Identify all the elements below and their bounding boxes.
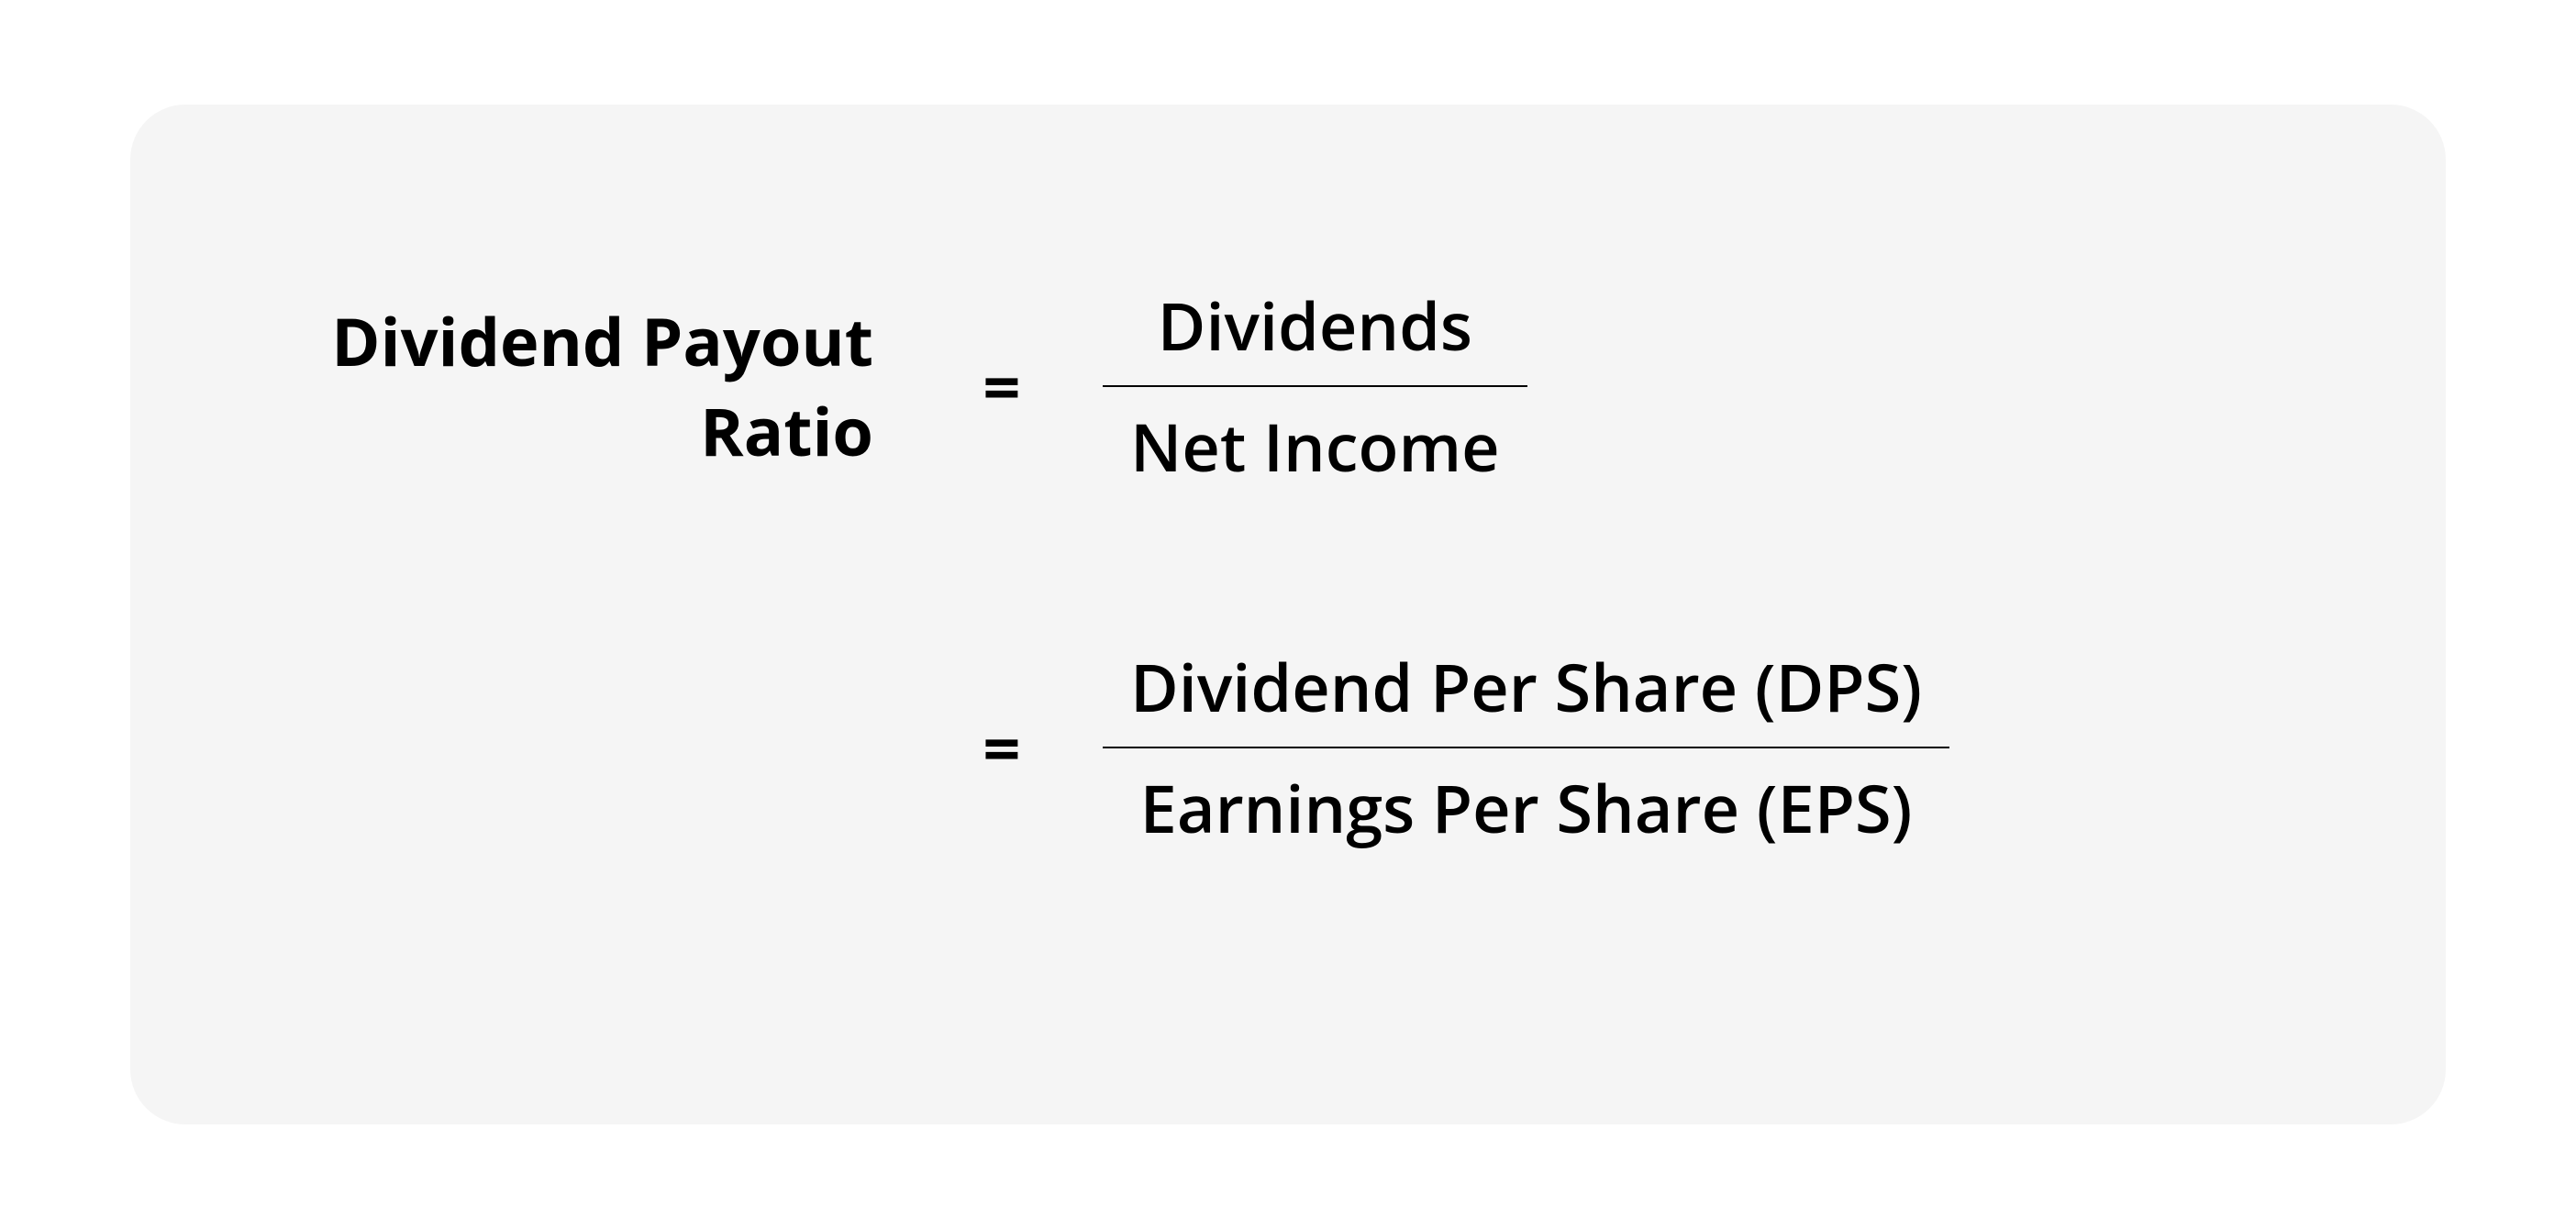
fraction-2-denominator: Earnings Per Share (EPS) <box>1113 752 1940 864</box>
formula-lhs-label: Dividend Payout Ratio <box>331 296 873 476</box>
fraction-1-numerator: Dividends <box>1130 270 1500 382</box>
lhs-column: Dividend Payout Ratio <box>222 296 938 476</box>
fraction-2-bar <box>1103 747 1949 748</box>
equals-sign-1: = <box>938 341 1066 431</box>
fraction-2-numerator: Dividend Per Share (DPS) <box>1103 631 1949 743</box>
fraction-1: Dividends Net Income <box>1103 270 1527 503</box>
fraction-1-denominator: Net Income <box>1103 391 1527 503</box>
formula-card: Dividend Payout Ratio = Dividends Net In… <box>130 105 2446 1124</box>
equals-sign-2: = <box>938 703 1066 792</box>
fraction-1-bar <box>1103 385 1527 387</box>
formula-row-1: Dividend Payout Ratio = Dividends Net In… <box>222 270 2354 503</box>
formula-row-2: = Dividend Per Share (DPS) Earnings Per … <box>222 631 2354 864</box>
fraction-2: Dividend Per Share (DPS) Earnings Per Sh… <box>1103 631 1949 864</box>
